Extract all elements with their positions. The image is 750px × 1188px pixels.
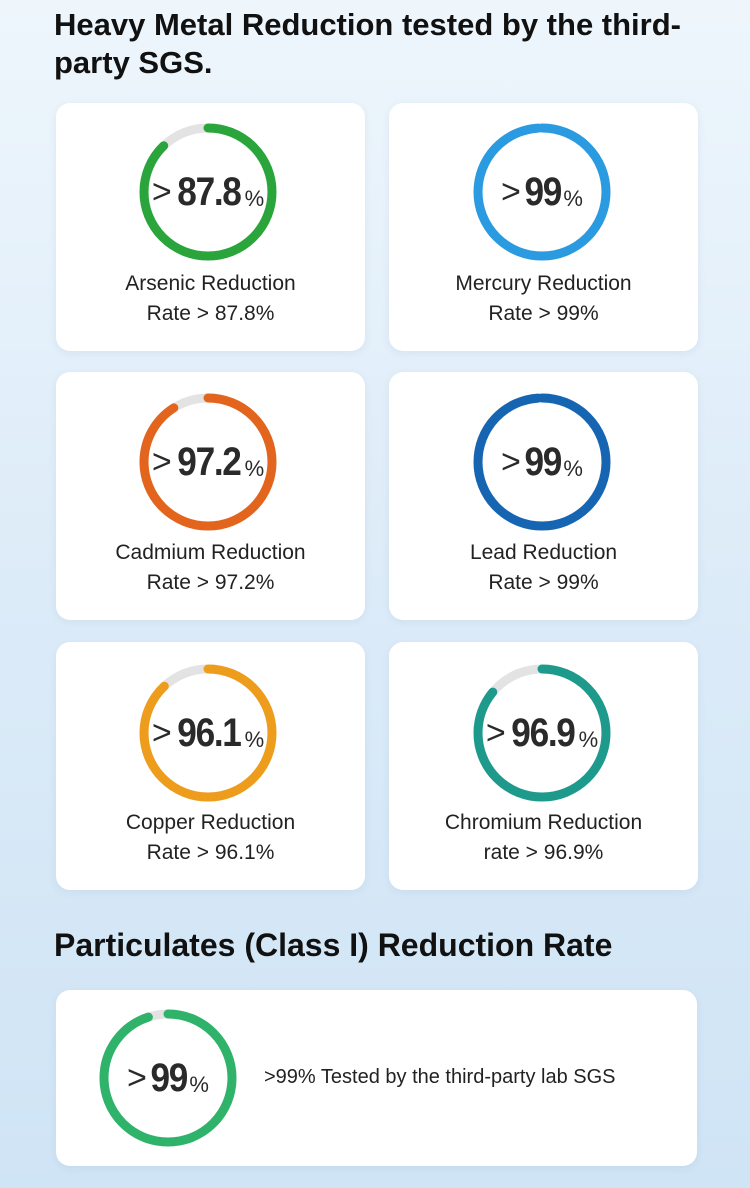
ring-value: >97.2% xyxy=(138,392,278,532)
ring-percent-sign: % xyxy=(244,186,265,211)
ring-progress-arc xyxy=(99,1009,237,1147)
cadmium-label-line1: Cadmium Reduction xyxy=(115,541,306,564)
mercury-label-line1: Mercury Reduction xyxy=(455,272,632,295)
progress-ring-svg xyxy=(139,393,277,531)
ring-progress-arc xyxy=(139,393,277,531)
ring-gt-sign: > xyxy=(127,1058,147,1097)
ring-percent-sign: % xyxy=(563,186,583,211)
mercury-label-line2: Rate > 99% xyxy=(488,302,599,325)
cadmium-label-line2: Rate > 97.2% xyxy=(146,571,275,594)
particulates-ring: >99% xyxy=(98,1008,238,1148)
particulates-card: >99% >99% Tested by the third-party lab … xyxy=(56,990,697,1166)
ring-gt-sign: > xyxy=(501,172,521,211)
arsenic-label-line2: Rate > 87.8% xyxy=(146,302,275,325)
lead-ring: >99% xyxy=(472,392,612,532)
particulates-title: Particulates (Class I) Reduction Rate xyxy=(54,927,613,963)
mercury-ring: >99% xyxy=(472,122,612,262)
ring-number: 87.8 xyxy=(177,169,242,214)
ring-value: >96.1% xyxy=(138,663,278,803)
ring-progress-arc xyxy=(473,393,611,531)
ring-percent-sign: % xyxy=(189,1072,209,1097)
ring-value: >96.9% xyxy=(472,663,612,803)
progress-ring-svg xyxy=(99,1009,237,1147)
arsenic-card: >87.8% Arsenic Reduction Rate > 87.8% xyxy=(56,103,365,351)
copper-card: >96.1% Copper Reduction Rate > 96.1% xyxy=(56,642,365,890)
ring-value: >99% xyxy=(472,392,612,532)
particulates-text: >99% Tested by the third-party lab SGS xyxy=(264,1066,616,1088)
chromium-ring: >96.9% xyxy=(472,663,612,803)
ring-progress-arc xyxy=(139,664,277,802)
ring-number: 97.2 xyxy=(177,439,242,484)
ring-gt-sign: > xyxy=(151,442,172,481)
copper-label-line2: Rate > 96.1% xyxy=(146,841,275,864)
ring-number: 96.9 xyxy=(511,710,576,755)
chromium-card: >96.9% Chromium Reduction rate > 96.9% xyxy=(389,642,698,890)
cadmium-label: Cadmium Reduction Rate > 97.2% xyxy=(56,538,365,598)
ring-percent-sign: % xyxy=(578,727,599,752)
lead-label-line2: Rate > 99% xyxy=(488,571,599,594)
ring-progress-arc xyxy=(139,123,277,261)
cadmium-card: >97.2% Cadmium Reduction Rate > 97.2% xyxy=(56,372,365,620)
chromium-label: Chromium Reduction rate > 96.9% xyxy=(389,808,698,868)
lead-label: Lead Reduction Rate > 99% xyxy=(389,538,698,598)
ring-gt-sign: > xyxy=(151,172,172,211)
cadmium-ring: >97.2% xyxy=(138,392,278,532)
ring-percent-sign: % xyxy=(563,456,583,481)
ring-value: >99% xyxy=(472,122,612,262)
ring-gt-sign: > xyxy=(501,442,521,481)
progress-ring-svg xyxy=(473,664,611,802)
progress-ring-svg xyxy=(473,123,611,261)
copper-label: Copper Reduction Rate > 96.1% xyxy=(56,808,365,868)
page-title: Heavy Metal Reduction tested by the thir… xyxy=(54,7,681,80)
ring-gt-sign: > xyxy=(151,713,172,752)
arsenic-label: Arsenic Reduction Rate > 87.8% xyxy=(56,269,365,329)
ring-percent-sign: % xyxy=(244,456,265,481)
ring-number: 99 xyxy=(150,1055,188,1100)
mercury-card: >99% Mercury Reduction Rate > 99% xyxy=(389,103,698,351)
lead-card: >99% Lead Reduction Rate > 99% xyxy=(389,372,698,620)
copper-ring: >96.1% xyxy=(138,663,278,803)
ring-gt-sign: > xyxy=(485,713,506,752)
ring-number: 99 xyxy=(524,169,562,214)
progress-ring-svg xyxy=(139,664,277,802)
ring-percent-sign: % xyxy=(244,727,265,752)
ring-value: >87.8% xyxy=(138,122,278,262)
progress-ring-svg xyxy=(473,393,611,531)
ring-progress-arc xyxy=(473,123,611,261)
progress-ring-svg xyxy=(139,123,277,261)
copper-label-line1: Copper Reduction xyxy=(125,811,296,834)
arsenic-ring: >87.8% xyxy=(138,122,278,262)
lead-label-line1: Lead Reduction xyxy=(469,541,618,564)
ring-number: 99 xyxy=(524,439,562,484)
mercury-label: Mercury Reduction Rate > 99% xyxy=(389,269,698,329)
ring-number: 96.1 xyxy=(177,710,242,755)
ring-progress-arc xyxy=(473,664,611,802)
chromium-label-line1: Chromium Reduction xyxy=(444,811,643,834)
ring-value: >99% xyxy=(98,1008,238,1148)
chromium-label-line2: rate > 96.9% xyxy=(483,841,604,864)
arsenic-label-line1: Arsenic Reduction xyxy=(125,272,296,295)
